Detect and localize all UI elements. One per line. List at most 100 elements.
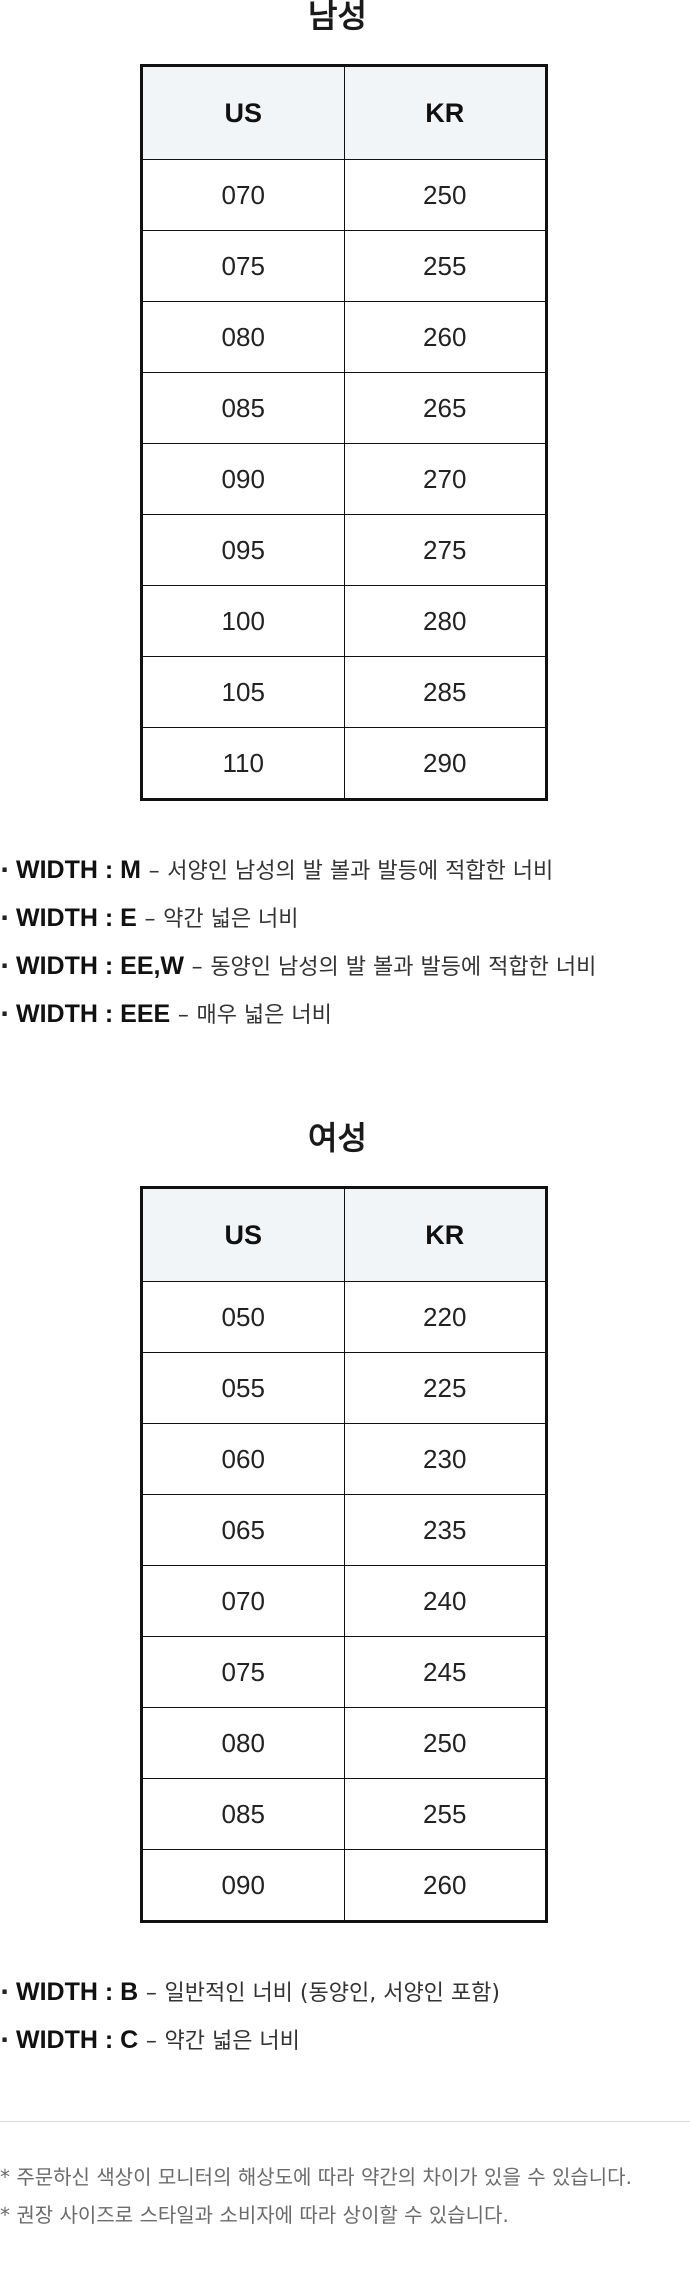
- table-row: 050 220: [141, 1281, 547, 1353]
- us-size-cell: 100: [141, 585, 345, 657]
- width-code: WIDTH : EEE: [16, 1000, 171, 1028]
- table-header-row: US KR: [141, 65, 547, 160]
- table-row: 080 260: [141, 301, 547, 373]
- table-row: 070 240: [141, 1565, 547, 1637]
- kr-size-cell: 265: [343, 372, 547, 444]
- women-width-list: · WIDTH : B – 일반적인 너비 (동양인, 서양인 포함) · WIDTH…: [0, 1968, 500, 2064]
- kr-size-cell: 280: [343, 585, 547, 657]
- us-size-cell: 085: [141, 1778, 345, 1850]
- women-section-title: 여성: [308, 1119, 367, 1157]
- kr-size-cell: 270: [343, 443, 547, 515]
- us-size-cell: 075: [141, 230, 345, 302]
- table-row: 085 265: [141, 372, 547, 444]
- kr-size-cell: 250: [343, 159, 547, 231]
- table-row: 110 290: [141, 727, 547, 800]
- dash-separator: –: [145, 2029, 157, 2054]
- width-description: 약간 넓은 너비: [164, 2029, 300, 2054]
- kr-size-cell: 245: [343, 1636, 547, 1708]
- us-size-cell: 095: [141, 514, 345, 586]
- kr-size-cell: 260: [343, 301, 547, 373]
- us-size-cell: 110: [141, 727, 345, 800]
- us-size-cell: 080: [141, 301, 345, 373]
- bullet-icon: ·: [0, 952, 10, 980]
- table-row: 100 280: [141, 585, 547, 657]
- kr-size-cell: 225: [343, 1352, 547, 1424]
- kr-size-cell: 240: [343, 1565, 547, 1637]
- width-item: · WIDTH : M – 서양인 남성의 발 볼과 발등에 적합한 너비: [0, 846, 596, 894]
- kr-size-cell: 235: [343, 1494, 547, 1566]
- women-size-table: US KR 050 220 055 225 060 230 065 235 070 240 075 2…: [140, 1186, 548, 1923]
- dash-separator: –: [148, 859, 160, 884]
- us-size-cell: 105: [141, 656, 345, 728]
- men-size-table: US KR 070 250 075 255 080 260 085 265 090 270 095 2…: [140, 64, 548, 801]
- us-size-cell: 055: [141, 1352, 345, 1424]
- table-row: 055 225: [141, 1352, 547, 1424]
- width-code: WIDTH : B: [16, 1978, 139, 2006]
- note-item: * 주문하신 색상이 모니터의 해상도에 따라 약간의 차이가 있을 수 있습니…: [0, 2165, 632, 2189]
- us-size-cell: 085: [141, 372, 345, 444]
- width-item: · WIDTH : B – 일반적인 너비 (동양인, 서양인 포함): [0, 1968, 500, 2016]
- kr-column-header: KR: [343, 65, 547, 160]
- width-code: WIDTH : M: [16, 856, 141, 884]
- kr-size-cell: 220: [343, 1281, 547, 1353]
- us-size-cell: 075: [141, 1636, 345, 1708]
- width-code: WIDTH : C: [16, 2026, 139, 2054]
- table-row: 065 235: [141, 1494, 547, 1566]
- bullet-icon: ·: [0, 904, 10, 932]
- bullet-icon: ·: [0, 1000, 10, 1028]
- width-description: 서양인 남성의 발 볼과 발등에 적합한 너비: [167, 859, 554, 884]
- table-row: 080 250: [141, 1707, 547, 1779]
- dash-separator: –: [145, 1981, 157, 2006]
- bullet-icon: ·: [0, 2026, 10, 2054]
- kr-size-cell: 275: [343, 514, 547, 586]
- us-size-cell: 050: [141, 1281, 345, 1353]
- table-row: 090 270: [141, 443, 547, 515]
- dash-separator: –: [177, 1003, 189, 1028]
- us-column-header: US: [141, 65, 345, 160]
- table-row: 090 260: [141, 1849, 547, 1922]
- kr-size-cell: 260: [343, 1849, 547, 1922]
- us-size-cell: 070: [141, 159, 345, 231]
- table-row: 075 255: [141, 230, 547, 302]
- table-header-row: US KR: [141, 1187, 547, 1282]
- note-item: * 권장 사이즈로 스타일과 소비자에 따라 상이할 수 있습니다.: [0, 2203, 509, 2227]
- notes-list: * 주문하신 색상이 모니터의 해상도에 따라 약간의 차이가 있을 수 있습니…: [0, 2158, 632, 2234]
- kr-size-cell: 255: [343, 230, 547, 302]
- kr-column-header: KR: [343, 1187, 547, 1282]
- width-item: · WIDTH : EEE – 매우 넓은 너비: [0, 990, 596, 1038]
- width-description: 동양인 남성의 발 볼과 발등에 적합한 너비: [210, 955, 597, 980]
- table-row: 095 275: [141, 514, 547, 586]
- kr-size-cell: 285: [343, 656, 547, 728]
- kr-size-cell: 230: [343, 1423, 547, 1495]
- width-item: · WIDTH : C – 약간 넓은 너비: [0, 2016, 500, 2064]
- width-description: 약간 넓은 너비: [163, 907, 299, 932]
- dash-separator: –: [191, 955, 203, 980]
- width-item: · WIDTH : E – 약간 넓은 너비: [0, 894, 596, 942]
- table-row: 075 245: [141, 1636, 547, 1708]
- bullet-icon: ·: [0, 1978, 10, 2006]
- bullet-icon: ·: [0, 856, 10, 884]
- width-item: · WIDTH : EE,W – 동양인 남성의 발 볼과 발등에 적합한 너비: [0, 942, 596, 990]
- us-size-cell: 070: [141, 1565, 345, 1637]
- us-size-cell: 065: [141, 1494, 345, 1566]
- us-size-cell: 060: [141, 1423, 345, 1495]
- men-section-title: 남성: [308, 0, 367, 35]
- width-description: 일반적인 너비 (동양인, 서양인 포함): [164, 1981, 500, 2006]
- us-size-cell: 080: [141, 1707, 345, 1779]
- kr-size-cell: 250: [343, 1707, 547, 1779]
- width-code: WIDTH : EE,W: [16, 952, 185, 980]
- dash-separator: –: [144, 907, 156, 932]
- us-size-cell: 090: [141, 1849, 345, 1922]
- table-row: 085 255: [141, 1778, 547, 1850]
- kr-size-cell: 290: [343, 727, 547, 800]
- table-row: 060 230: [141, 1423, 547, 1495]
- us-column-header: US: [141, 1187, 345, 1282]
- kr-size-cell: 255: [343, 1778, 547, 1850]
- us-size-cell: 090: [141, 443, 345, 515]
- table-row: 105 285: [141, 656, 547, 728]
- table-row: 070 250: [141, 159, 547, 231]
- width-code: WIDTH : E: [16, 904, 137, 932]
- divider: [0, 2121, 690, 2122]
- men-width-list: · WIDTH : M – 서양인 남성의 발 볼과 발등에 적합한 너비 · WID…: [0, 846, 596, 1038]
- width-description: 매우 넓은 너비: [196, 1003, 332, 1028]
